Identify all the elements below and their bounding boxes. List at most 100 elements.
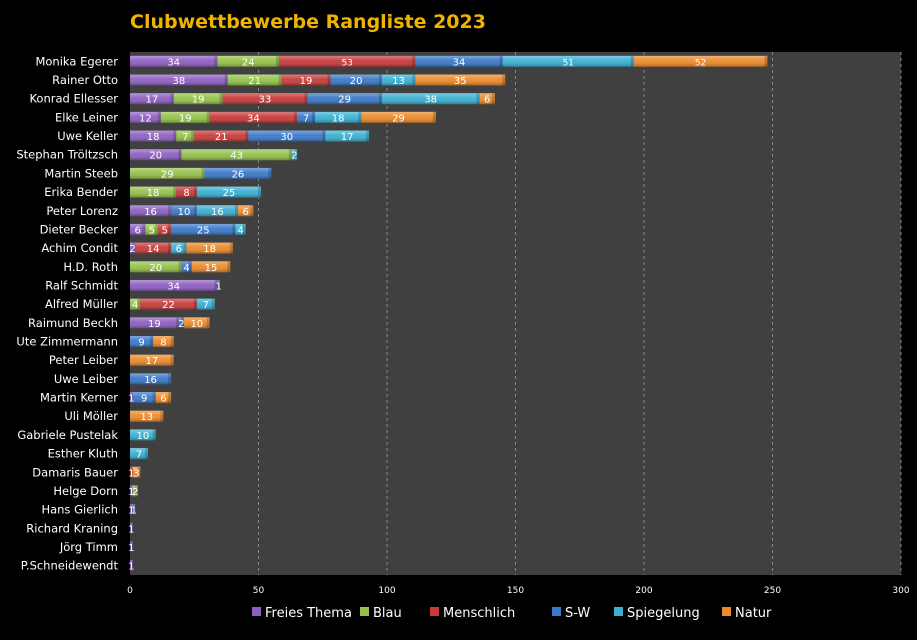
bar-segment-edge xyxy=(432,111,436,123)
data-label: 53 xyxy=(341,58,352,68)
data-label: 2 xyxy=(178,319,184,330)
bar-segment-shade xyxy=(130,354,174,366)
data-label: 30 xyxy=(280,132,293,143)
data-label: 20 xyxy=(350,76,363,87)
bar-segment-edge xyxy=(178,261,182,273)
bar-segment-edge xyxy=(168,223,172,235)
category-label: Jörg Timm xyxy=(59,540,118,554)
bar-segment-edge xyxy=(378,93,382,105)
data-label: 17 xyxy=(145,95,158,106)
bar-segment-edge xyxy=(294,111,298,123)
bar-segment-edge xyxy=(294,149,298,161)
data-label: 6 xyxy=(160,394,166,405)
bar-segment-shade xyxy=(130,130,177,142)
bar-segment-shade xyxy=(132,504,136,516)
bar-segment-edge xyxy=(152,392,156,404)
bar-segment-edge xyxy=(193,186,197,198)
data-label: 21 xyxy=(215,132,228,143)
data-label: 9 xyxy=(138,338,144,349)
bar-segment-shade xyxy=(132,485,138,497)
bar-segment-shade xyxy=(196,205,238,217)
data-label: 18 xyxy=(147,188,160,199)
bar-segment-shade xyxy=(222,93,308,105)
data-label: 6 xyxy=(242,207,248,218)
x-tick-label: 150 xyxy=(507,586,524,596)
data-label: 19 xyxy=(192,95,205,106)
bar-segment-shade xyxy=(178,317,184,329)
data-label: 12 xyxy=(139,113,152,124)
bar-segment-edge xyxy=(193,205,197,217)
bar-segment-edge xyxy=(137,298,141,310)
data-label: 34 xyxy=(167,281,180,292)
bar-segment-shade xyxy=(130,448,148,460)
data-label: 19 xyxy=(179,113,192,124)
bar-segment-edge xyxy=(206,317,210,329)
category-label: Achim Condit xyxy=(41,241,118,255)
bar-segment-shade xyxy=(281,74,331,86)
bar-segment-shade xyxy=(502,55,634,67)
legend-swatch xyxy=(552,607,561,616)
data-label: 8 xyxy=(183,188,189,199)
bar-segment-shade xyxy=(291,149,298,161)
bar-segment-edge xyxy=(170,336,174,348)
data-label: 1 xyxy=(128,543,134,554)
bar-segment-shade xyxy=(130,466,133,478)
bar-segment-edge xyxy=(175,317,179,329)
category-label: Ralf Schmidt xyxy=(45,278,118,292)
bar-segment-edge xyxy=(160,410,164,422)
bar-segment-edge xyxy=(234,205,238,217)
bar-segment-shade xyxy=(171,242,187,254)
bar-segment-edge xyxy=(229,242,233,254)
bar-segment-shade xyxy=(415,55,503,67)
data-label: 52 xyxy=(695,58,706,68)
data-label: 16 xyxy=(211,207,224,218)
bar-segment-shade xyxy=(176,186,197,198)
data-label: 22 xyxy=(162,300,175,311)
data-label: 25 xyxy=(197,225,210,236)
bar-segment-edge xyxy=(412,74,416,86)
bar-segment-edge xyxy=(227,261,231,273)
bar-segment-shade xyxy=(130,186,177,198)
bar-segment-edge xyxy=(129,560,133,572)
category-label: Gabriele Pustelak xyxy=(17,428,118,442)
bar-segment-shade xyxy=(196,186,262,198)
bar-segment-shade xyxy=(130,298,141,310)
data-label: 19 xyxy=(148,319,161,330)
data-label: 24 xyxy=(242,57,255,68)
category-label: Hans Gierlich xyxy=(41,503,118,517)
bar-segment-shade xyxy=(176,130,195,142)
category-label: Uwe Leiber xyxy=(54,372,118,386)
x-tick-label: 300 xyxy=(892,586,909,596)
bar-segment-shade xyxy=(140,298,197,310)
bar-segment-shade xyxy=(130,373,172,385)
bar-segment-edge xyxy=(764,55,768,67)
bar-segment-shade xyxy=(235,223,246,235)
bar-segment-edge xyxy=(129,466,133,478)
data-label: 43 xyxy=(230,151,243,162)
data-label: 10 xyxy=(136,431,149,442)
data-label: 1 xyxy=(128,487,134,498)
data-label: 8 xyxy=(160,338,166,349)
data-label: 5 xyxy=(162,225,168,236)
bar-segment-shade xyxy=(297,111,316,123)
bar-segment-shade xyxy=(186,242,233,254)
bar-segment-shade xyxy=(204,167,272,179)
legend-swatch xyxy=(430,607,439,616)
bar-segment-shade xyxy=(361,111,436,123)
bar-segment-shade xyxy=(633,55,768,67)
data-label: 2 xyxy=(291,151,297,162)
category-label: Martin Steeb xyxy=(44,166,118,180)
data-label: 34 xyxy=(453,57,466,68)
bar-segment-shade xyxy=(209,111,298,123)
bar-segment-shade xyxy=(279,55,416,67)
bar-segment-shade xyxy=(217,55,280,67)
data-label: 18 xyxy=(203,244,216,255)
bar-segment-shade xyxy=(183,317,210,329)
data-label: 20 xyxy=(149,263,162,274)
data-label: 29 xyxy=(161,169,174,180)
data-label: 3 xyxy=(133,468,139,479)
category-label: Stephan Tröltzsch xyxy=(16,148,118,162)
bar-segment-edge xyxy=(276,55,280,67)
category-label: Richard Kraning xyxy=(26,521,118,535)
bar-segment-shade xyxy=(132,392,156,404)
